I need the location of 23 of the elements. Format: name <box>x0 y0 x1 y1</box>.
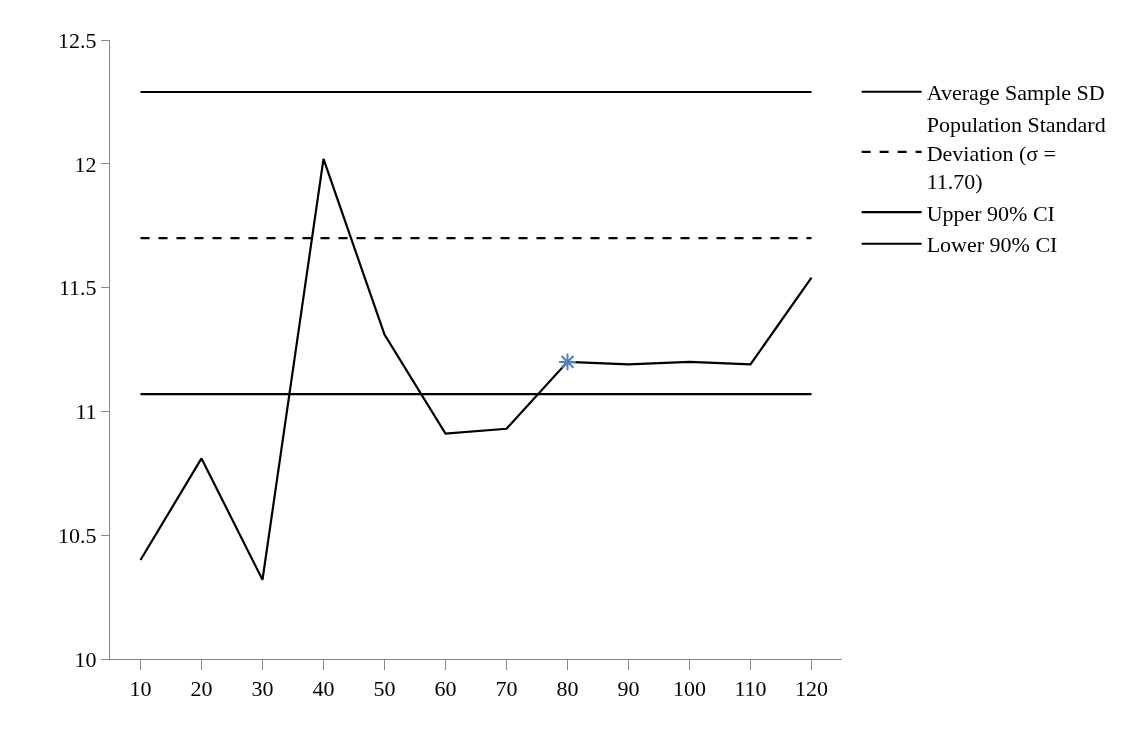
legend-label: Upper 90% CI <box>926 200 1055 226</box>
x-tick-label: 110 <box>734 676 767 702</box>
y-tick-label: 10.5 <box>58 522 97 548</box>
x-tick-label: 10 <box>129 676 152 702</box>
y-tick-label: 12 <box>74 151 97 177</box>
x-tick-label: 80 <box>556 676 579 702</box>
x-tick-label: 90 <box>617 676 640 702</box>
x-tick-label: 120 <box>795 676 828 702</box>
x-tick-label: 50 <box>373 676 396 702</box>
x-tick-label: 60 <box>434 676 457 702</box>
legend-label: Average Sample SD <box>926 80 1105 106</box>
y-tick-label: 11 <box>75 399 97 425</box>
line-series <box>139 157 813 581</box>
x-tick-label: 20 <box>190 676 213 702</box>
x-tick-label: 30 <box>251 676 274 702</box>
x-tick-label: 40 <box>312 676 335 702</box>
legend-label: Population Standard Deviation (σ = 11.70) <box>926 111 1106 195</box>
y-tick-label: 10 <box>74 646 97 672</box>
legend-label: Lower 90% CI <box>926 232 1058 258</box>
y-tick-label: 12.5 <box>58 27 97 53</box>
x-tick-label: 70 <box>495 676 518 702</box>
x-tick-label: 100 <box>673 676 706 702</box>
y-tick-label: 11.5 <box>58 275 97 301</box>
